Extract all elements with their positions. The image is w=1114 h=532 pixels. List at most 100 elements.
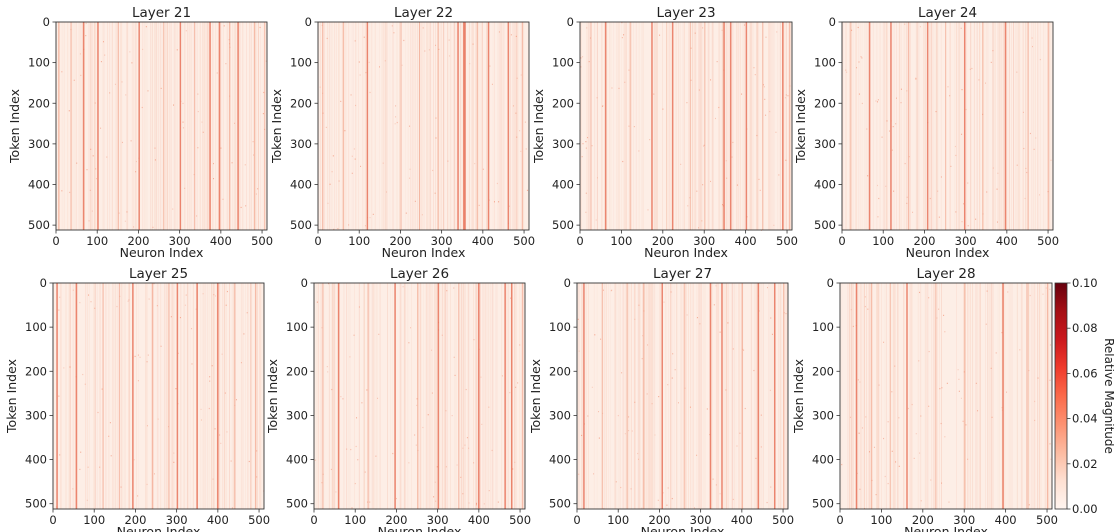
faint-column	[364, 283, 365, 509]
faint-column	[96, 22, 98, 230]
moderate-column	[762, 22, 764, 230]
speckle	[433, 496, 435, 498]
strong-column	[504, 283, 506, 509]
speckle	[624, 81, 626, 83]
faint-column	[387, 283, 388, 509]
faint-column	[134, 22, 136, 230]
x-tick-label: 400	[735, 234, 757, 248]
faint-column	[414, 22, 416, 230]
faint-column	[127, 22, 128, 230]
faint-column	[228, 22, 230, 230]
faint-column	[931, 22, 933, 230]
x-tick-label: 200	[124, 513, 146, 527]
faint-column	[924, 283, 926, 509]
plot-frame	[313, 282, 526, 510]
faint-column	[756, 22, 758, 230]
faint-column	[618, 22, 619, 230]
faint-column	[89, 22, 91, 230]
faint-column	[180, 283, 181, 509]
faint-column	[207, 283, 209, 509]
faint-column	[642, 22, 644, 230]
faint-column	[128, 283, 130, 509]
faint-column	[770, 22, 772, 230]
speckle	[128, 299, 130, 301]
faint-column	[928, 283, 929, 509]
faint-column	[247, 283, 248, 509]
y-tick-label: 300	[290, 137, 312, 151]
faint-column	[711, 283, 713, 509]
speckle	[94, 102, 96, 104]
speckle	[662, 492, 664, 494]
speckle	[497, 501, 499, 503]
faint-column	[869, 283, 871, 509]
faint-column	[780, 283, 781, 509]
faint-column	[498, 22, 500, 230]
speckle	[696, 316, 698, 319]
speckle	[90, 301, 92, 303]
faint-column	[1034, 283, 1036, 509]
faint-column	[1009, 22, 1010, 230]
speckle	[600, 338, 602, 340]
speckle	[716, 61, 718, 63]
speckle	[743, 349, 745, 351]
faint-column	[683, 22, 685, 230]
speckle	[259, 26, 261, 29]
faint-column	[400, 283, 402, 509]
faint-column	[84, 22, 85, 230]
speckle	[654, 434, 656, 436]
faint-column	[166, 283, 168, 509]
faint-column	[644, 283, 645, 509]
faint-column	[717, 283, 719, 509]
faint-column	[1047, 22, 1048, 230]
faint-column	[676, 283, 678, 509]
faint-column	[698, 283, 700, 509]
faint-column	[654, 22, 656, 230]
faint-column	[355, 22, 356, 230]
speckle	[493, 201, 495, 203]
faint-column	[109, 22, 110, 230]
faint-column	[726, 283, 728, 509]
strong-column	[97, 22, 99, 230]
moderate-column	[783, 283, 785, 509]
speckle	[331, 171, 333, 173]
faint-column	[679, 22, 681, 230]
faint-column	[93, 283, 95, 509]
speckle	[1050, 458, 1052, 460]
faint-column	[712, 22, 713, 230]
speckle	[732, 498, 734, 501]
faint-column	[217, 22, 219, 230]
speckle	[100, 127, 102, 129]
faint-column	[351, 22, 353, 230]
speckle	[392, 452, 394, 455]
speckle	[405, 212, 407, 214]
colorbar-tick-label: 0.10	[1072, 276, 1098, 290]
faint-column	[225, 283, 227, 509]
speckle	[154, 147, 156, 149]
speckle	[402, 286, 404, 288]
moderate-column	[458, 283, 460, 509]
faint-column	[597, 22, 598, 230]
faint-column	[980, 283, 981, 509]
speckle	[135, 160, 137, 163]
faint-column	[917, 22, 919, 230]
faint-column	[919, 283, 921, 509]
faint-column	[668, 22, 669, 230]
faint-column	[426, 22, 427, 230]
y-tick-label: 400	[812, 453, 834, 467]
speckle	[480, 376, 482, 378]
speckle	[319, 86, 321, 88]
faint-column	[211, 283, 212, 509]
faint-column	[76, 22, 77, 230]
faint-column	[749, 22, 750, 230]
faint-column	[626, 22, 627, 230]
faint-column	[739, 283, 740, 509]
speckle	[721, 29, 723, 31]
speckle	[997, 172, 999, 174]
faint-column	[143, 22, 145, 230]
moderate-column	[521, 22, 524, 230]
faint-column	[512, 22, 514, 230]
faint-column	[1004, 283, 1005, 509]
faint-column	[233, 283, 235, 509]
faint-column	[486, 22, 488, 230]
speckle	[488, 406, 490, 408]
